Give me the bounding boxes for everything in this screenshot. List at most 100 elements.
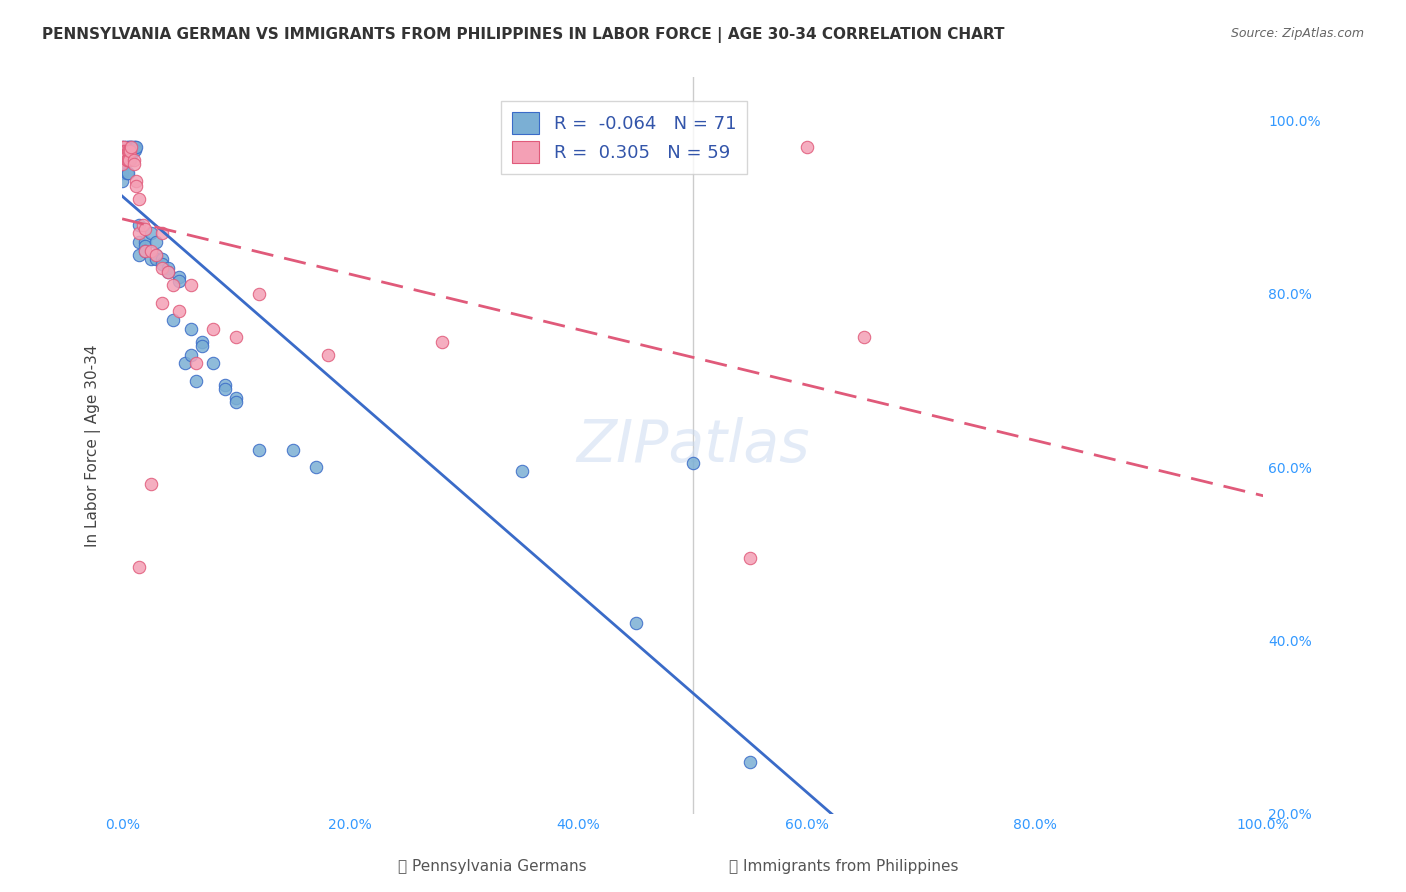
Point bbox=[134, 222, 156, 236]
Point bbox=[124, 143, 146, 157]
Point bbox=[738, 755, 761, 769]
Point bbox=[111, 157, 134, 171]
Point bbox=[145, 252, 167, 267]
Point bbox=[131, 218, 153, 232]
Point bbox=[120, 144, 142, 158]
Point bbox=[115, 144, 138, 158]
Point bbox=[117, 153, 139, 167]
Point bbox=[122, 139, 145, 153]
Point bbox=[111, 166, 134, 180]
Point bbox=[125, 174, 148, 188]
Point bbox=[305, 460, 328, 475]
Point bbox=[112, 148, 135, 162]
Point bbox=[118, 144, 141, 158]
Point bbox=[120, 148, 142, 162]
Point bbox=[180, 278, 202, 293]
Point bbox=[117, 139, 139, 153]
Point bbox=[112, 139, 135, 153]
Point bbox=[128, 227, 150, 241]
Point bbox=[118, 139, 141, 153]
Point bbox=[150, 257, 173, 271]
Point bbox=[225, 330, 247, 344]
Point bbox=[111, 174, 134, 188]
Point bbox=[156, 265, 179, 279]
Point bbox=[117, 153, 139, 167]
Point bbox=[139, 252, 162, 267]
Point bbox=[120, 148, 142, 162]
Point bbox=[114, 144, 136, 158]
Point bbox=[247, 287, 270, 301]
Point bbox=[214, 377, 236, 392]
Point bbox=[120, 139, 142, 153]
Point bbox=[180, 321, 202, 335]
Point bbox=[139, 244, 162, 258]
Point bbox=[162, 313, 184, 327]
Point bbox=[186, 374, 208, 388]
Point bbox=[316, 347, 339, 361]
Point bbox=[128, 248, 150, 262]
Point bbox=[225, 391, 247, 405]
Point bbox=[118, 148, 141, 162]
Point bbox=[796, 139, 818, 153]
Point bbox=[150, 260, 173, 275]
Point bbox=[112, 144, 135, 158]
Point bbox=[134, 244, 156, 258]
Point bbox=[120, 143, 142, 157]
Point bbox=[121, 139, 143, 153]
Point bbox=[120, 139, 142, 153]
Point bbox=[122, 157, 145, 171]
Point bbox=[117, 148, 139, 162]
Point bbox=[186, 356, 208, 370]
Point bbox=[122, 143, 145, 157]
Text: PENNSYLVANIA GERMAN VS IMMIGRANTS FROM PHILIPPINES IN LABOR FORCE | AGE 30-34 CO: PENNSYLVANIA GERMAN VS IMMIGRANTS FROM P… bbox=[42, 27, 1005, 43]
Point bbox=[145, 248, 167, 262]
Point bbox=[114, 139, 136, 153]
Point bbox=[247, 442, 270, 457]
Y-axis label: In Labor Force | Age 30-34: In Labor Force | Age 30-34 bbox=[86, 344, 101, 547]
Point bbox=[128, 235, 150, 249]
Point bbox=[112, 157, 135, 171]
Point bbox=[134, 235, 156, 249]
Point bbox=[145, 235, 167, 249]
Point bbox=[114, 148, 136, 162]
Point bbox=[117, 144, 139, 158]
Point bbox=[111, 144, 134, 158]
Point bbox=[174, 356, 197, 370]
Point bbox=[156, 265, 179, 279]
Text: ZIPatlas: ZIPatlas bbox=[576, 417, 810, 474]
Point bbox=[202, 356, 225, 370]
Point bbox=[120, 153, 142, 167]
Point bbox=[180, 347, 202, 361]
Point bbox=[111, 139, 134, 153]
Point bbox=[111, 148, 134, 162]
Point bbox=[145, 248, 167, 262]
Point bbox=[117, 144, 139, 158]
Point bbox=[124, 139, 146, 153]
Point bbox=[118, 144, 141, 158]
Point bbox=[120, 144, 142, 158]
Point bbox=[134, 239, 156, 253]
Point bbox=[114, 148, 136, 162]
Point bbox=[115, 166, 138, 180]
Point bbox=[134, 244, 156, 258]
Point bbox=[117, 166, 139, 180]
Point bbox=[150, 295, 173, 310]
Point bbox=[112, 139, 135, 153]
Point bbox=[150, 227, 173, 241]
Point bbox=[118, 153, 141, 167]
Text: ⬜ Pennsylvania Germans: ⬜ Pennsylvania Germans bbox=[398, 859, 586, 874]
Point bbox=[128, 218, 150, 232]
Point bbox=[191, 339, 214, 353]
Point bbox=[115, 153, 138, 167]
Point bbox=[150, 252, 173, 267]
Legend: R =  -0.064   N = 71, R =  0.305   N = 59: R = -0.064 N = 71, R = 0.305 N = 59 bbox=[502, 101, 747, 174]
Point bbox=[191, 334, 214, 349]
Point bbox=[682, 456, 704, 470]
Point bbox=[111, 148, 134, 162]
Point bbox=[738, 551, 761, 566]
Text: Source: ZipAtlas.com: Source: ZipAtlas.com bbox=[1230, 27, 1364, 40]
Point bbox=[156, 260, 179, 275]
Point bbox=[162, 278, 184, 293]
Text: ⬜ Immigrants from Philippines: ⬜ Immigrants from Philippines bbox=[728, 859, 959, 874]
Point bbox=[139, 477, 162, 491]
